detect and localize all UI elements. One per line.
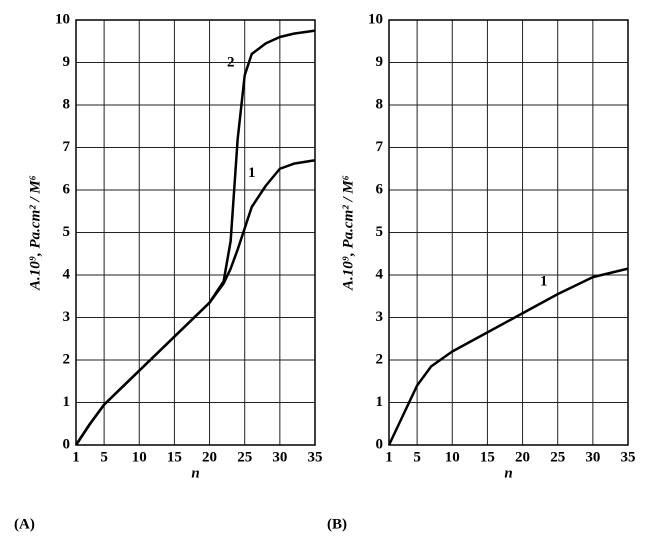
y-tick-label: 6	[376, 181, 384, 197]
x-tick-label: 1	[72, 449, 80, 465]
y-tick-label: 8	[63, 96, 71, 112]
x-tick-label: 25	[237, 449, 252, 465]
x-tick-label: 30	[585, 449, 600, 465]
series-label: 2	[227, 55, 235, 71]
x-tick-label: 10	[132, 449, 147, 465]
y-tick-label: 7	[63, 139, 71, 155]
x-tick-label: 20	[515, 449, 530, 465]
y-tick-label: 10	[55, 11, 70, 27]
panel-label: (A)	[14, 516, 35, 532]
x-tick-label: 20	[202, 449, 217, 465]
y-tick-label: 9	[376, 54, 384, 70]
y-tick-label: 5	[63, 224, 71, 240]
data-line	[387, 267, 629, 446]
series-label: 1	[248, 165, 256, 181]
y-axis-label: A.10⁹, Pa.cm² / M⁶	[27, 175, 43, 291]
y-tick-label: 6	[63, 181, 71, 197]
x-tick-label: 10	[445, 449, 460, 465]
x-tick-label: 30	[272, 449, 287, 465]
y-tick-label: 7	[376, 139, 384, 155]
x-tick-label: 15	[480, 449, 495, 465]
plot-frame	[388, 19, 629, 446]
y-tick-label: 8	[376, 96, 384, 112]
panel-label: (B)	[327, 516, 347, 532]
y-axis-label: A.10⁹, Pa.cm² / M⁶	[340, 175, 356, 291]
x-axis-label: n	[504, 465, 512, 481]
y-tick-label: 5	[376, 224, 384, 240]
y-tick-label: 2	[376, 351, 384, 367]
y-tick-label: 1	[63, 394, 71, 410]
x-tick-label: 1	[385, 449, 393, 465]
x-tick-label: 15	[167, 449, 182, 465]
y-tick-label: 1	[376, 394, 384, 410]
y-tick-label: 4	[63, 266, 71, 282]
x-tick-label: 5	[100, 449, 108, 465]
y-tick-label: 0	[376, 436, 384, 452]
y-tick-label: 9	[63, 54, 71, 70]
y-tick-label: 2	[63, 351, 71, 367]
x-tick-label: 35	[621, 449, 636, 465]
plot-frame	[75, 19, 316, 446]
x-tick-label: 25	[550, 449, 565, 465]
y-tick-label: 0	[63, 436, 71, 452]
y-tick-label: 4	[376, 266, 384, 282]
y-tick-label: 3	[376, 309, 384, 325]
y-tick-label: 10	[368, 11, 383, 27]
series-label: 1	[540, 274, 548, 290]
data-line	[74, 29, 316, 446]
x-tick-label: 35	[308, 449, 323, 465]
y-tick-label: 3	[63, 309, 71, 325]
x-axis-label: n	[191, 465, 199, 481]
x-tick-label: 5	[413, 449, 421, 465]
